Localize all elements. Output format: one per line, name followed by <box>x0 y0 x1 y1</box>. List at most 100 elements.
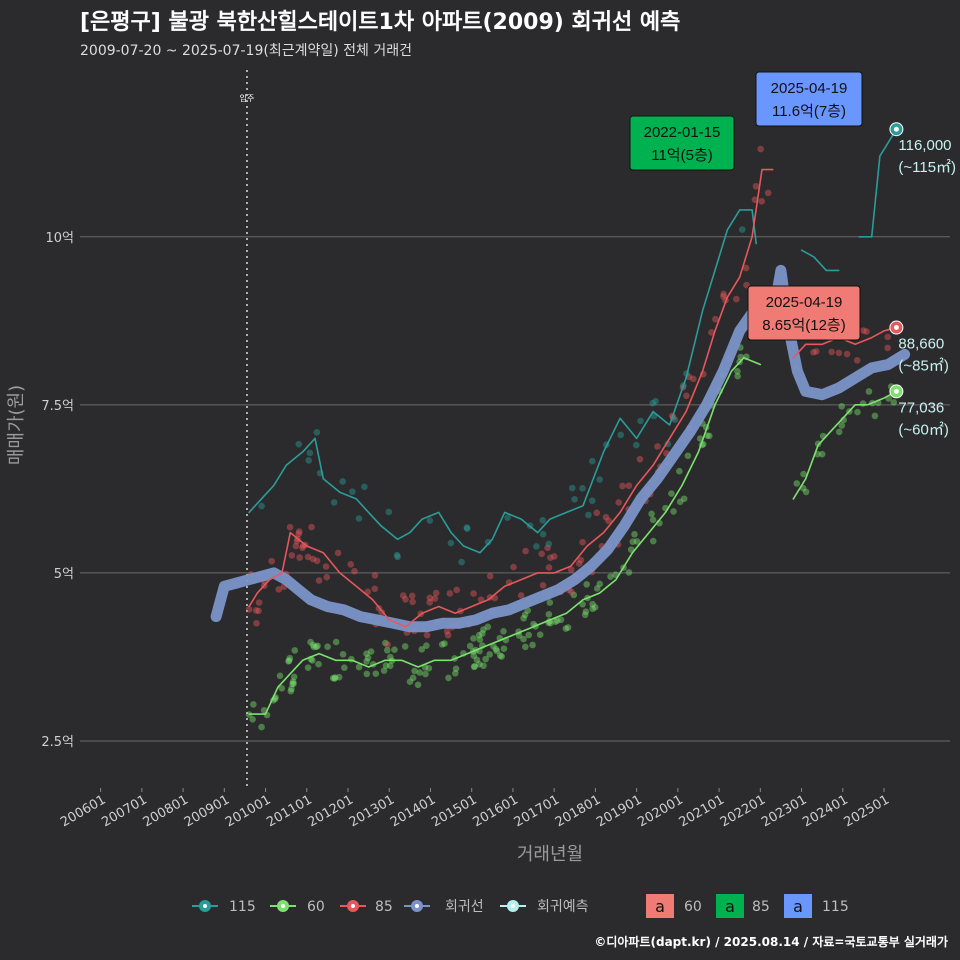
annotation-date: 2025-04-19 <box>771 80 848 97</box>
scatter-point <box>339 478 347 485</box>
scatter-point <box>451 669 459 677</box>
scatter-point <box>309 641 317 649</box>
end-area-60: (~60㎡) <box>898 421 948 438</box>
scatter-point <box>567 566 575 573</box>
scatter-point <box>471 662 478 670</box>
scatter-point <box>286 523 294 531</box>
x-tick-label: 201701 <box>512 792 562 830</box>
scatter-point <box>307 638 314 646</box>
scatter-point <box>341 664 348 671</box>
scatter-point <box>733 295 740 303</box>
series-line-115c <box>858 128 898 238</box>
scatter-point <box>636 455 644 463</box>
scatter-point <box>546 599 554 606</box>
end-area-115: (~115㎡) <box>898 159 956 176</box>
scatter-point <box>738 226 746 233</box>
scatter-point <box>706 432 713 440</box>
scatter-point <box>545 611 553 618</box>
scatter-point <box>292 542 300 550</box>
scatter-point <box>466 642 474 650</box>
end-area-85: (~85㎡) <box>898 358 948 375</box>
scatter-point <box>446 590 454 597</box>
scatter-point <box>447 539 455 547</box>
scatter-point <box>268 557 275 565</box>
scatter-point <box>625 569 633 576</box>
scatter-point <box>583 581 590 588</box>
scatter-point <box>334 549 342 557</box>
y-tick-label: 2.5억 <box>41 735 74 750</box>
scatter-point <box>524 607 532 614</box>
end-value-60: 77,036 <box>898 399 944 416</box>
x-tick-label: 201601 <box>470 792 520 830</box>
y-tick-label: 7.5억 <box>41 399 74 414</box>
scatter-point <box>255 607 262 615</box>
scatter-point <box>884 333 892 341</box>
scatter-point <box>581 611 589 619</box>
scatter-point <box>552 618 559 625</box>
scatter-point <box>382 662 390 669</box>
scatter-point <box>480 626 487 633</box>
x-tick-label: 202301 <box>759 792 809 830</box>
end-value-115: 116,000 <box>898 137 951 154</box>
scatter-point <box>629 538 637 545</box>
scatter-point <box>813 348 820 355</box>
x-tick-label: 201801 <box>553 792 603 830</box>
scatter-point <box>363 650 370 658</box>
scatter-point <box>802 488 810 496</box>
end-marker-dot-85 <box>893 325 899 331</box>
scatter-point <box>734 372 741 380</box>
scatter-point <box>853 357 861 364</box>
scatter-point <box>313 428 321 436</box>
scatter-point <box>258 723 265 731</box>
scatter-point <box>521 611 529 619</box>
series-line-115 <box>248 209 757 554</box>
scatter-point <box>335 673 343 681</box>
scatter-point <box>349 488 356 495</box>
scatter-point <box>363 658 370 665</box>
scatter-point <box>371 585 379 593</box>
scatter-point <box>452 665 460 672</box>
scatter-point <box>295 530 302 538</box>
scatter-point <box>539 530 547 538</box>
scatter-point <box>545 540 553 548</box>
scatter-point <box>619 482 626 490</box>
scatter-point <box>313 643 320 651</box>
scatter-point <box>593 509 601 517</box>
series-line-85 <box>248 168 774 628</box>
chart-subtitle: 2009-07-20 ~ 2025-07-19(최근계약일) 전체 거래건 <box>80 43 412 59</box>
scatter-point <box>426 598 434 606</box>
scatter-point <box>423 642 430 649</box>
scatter-point <box>253 619 260 627</box>
legend-box-label: 115 <box>822 899 849 915</box>
scatter-point <box>422 670 429 678</box>
scatter-point <box>305 457 313 464</box>
scatter-point <box>764 189 772 197</box>
scatter-point <box>498 653 505 660</box>
scatter-point <box>473 656 481 664</box>
scatter-point <box>493 647 501 655</box>
scatter-point <box>835 428 843 436</box>
scatter-point <box>339 651 347 658</box>
legend-box <box>646 894 674 918</box>
legend-box-label: 60 <box>684 899 702 915</box>
scatter-point <box>577 556 585 564</box>
scatter-point <box>591 604 599 611</box>
scatter-layer <box>245 145 898 731</box>
scatter-point <box>689 375 697 383</box>
x-tick-label: 200901 <box>182 792 232 830</box>
scatter-point <box>486 572 494 580</box>
scatter-point <box>384 641 391 649</box>
legend-box-label: 85 <box>752 899 770 915</box>
scatter-point <box>814 440 822 448</box>
scatter-point <box>470 652 478 659</box>
scatter-point <box>475 631 483 639</box>
scatter-point <box>470 590 477 597</box>
scatter-point <box>484 623 492 631</box>
scatter-point <box>322 563 330 570</box>
chart-title: [은평구] 불광 북한산힐스테이트1차 아파트(2009) 회귀선 예측 <box>80 10 681 35</box>
annotation-price: 11억(5층) <box>651 147 713 164</box>
scatter-point <box>504 514 511 521</box>
scatter-point <box>539 581 547 589</box>
scatter-point <box>309 555 317 563</box>
scatter-point <box>602 513 610 521</box>
